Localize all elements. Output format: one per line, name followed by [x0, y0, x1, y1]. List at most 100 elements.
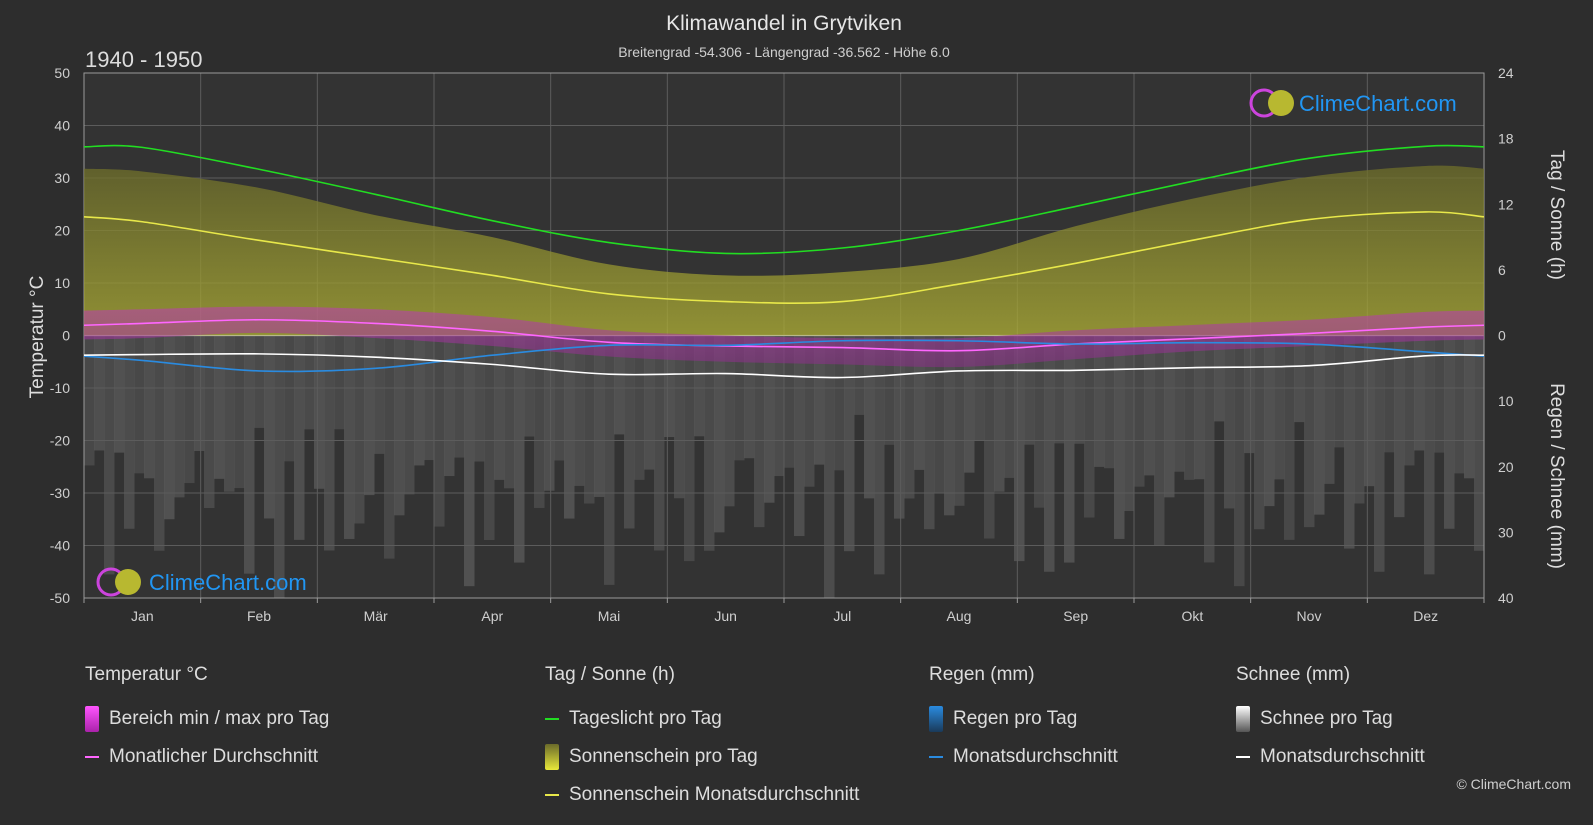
precip-daily-bar	[894, 335, 905, 519]
logo-sun-icon	[115, 569, 141, 595]
brand-logo-bottom[interactable]: ClimeChart.com	[96, 567, 307, 597]
precip-daily-bar	[614, 335, 625, 435]
precip-daily-bar	[584, 335, 595, 504]
precip-daily-bar	[474, 335, 485, 462]
precip-daily-bar	[724, 335, 735, 507]
precip-daily-bar	[274, 335, 285, 598]
precip-daily-bar	[1314, 335, 1325, 515]
right-top-tick-label: 6	[1498, 262, 1506, 278]
precip-daily-bar	[754, 335, 765, 528]
precip-daily-bar	[704, 335, 715, 551]
snow-swatch	[1236, 706, 1250, 732]
precip-daily-bar	[664, 335, 675, 438]
precip-daily-bar	[1274, 335, 1285, 480]
temp-avg-line	[83, 318, 1485, 352]
legend-rain: Regen (mm) Regen pro Tag Monatsdurchschn…	[929, 664, 1118, 776]
precip-daily-bar	[574, 335, 585, 486]
left-tick-label: 10	[54, 275, 70, 291]
right-bottom-axis-label: Regen / Schnee (mm)	[1546, 383, 1567, 569]
precip-daily-bar	[1354, 335, 1365, 504]
left-tick-label: -30	[50, 485, 70, 501]
brand-logo-top[interactable]: ClimeChart.com	[1249, 88, 1457, 118]
precip-daily-bar	[1184, 335, 1195, 480]
precip-daily-bar	[794, 335, 805, 537]
precip-daily-bar	[244, 335, 255, 574]
precip-daily-bar	[1444, 335, 1455, 529]
precip-daily-bar	[604, 335, 615, 585]
month-tick-label: Feb	[247, 608, 271, 624]
month-tick-label: Jul	[833, 608, 851, 624]
legend-item: Schnee pro Tag	[1236, 700, 1425, 738]
sunshine-avg-swatch	[545, 794, 559, 796]
precip-daily-bar	[814, 335, 825, 465]
left-tick-label: -20	[50, 433, 70, 449]
precip-daily-bar	[654, 335, 665, 551]
precip-daily-bar	[1414, 335, 1425, 451]
precip-daily-bar	[1134, 335, 1145, 487]
precip-daily-bar	[844, 335, 855, 552]
precip-daily-bar	[594, 335, 605, 497]
precip-daily-bar	[1374, 335, 1385, 572]
brand-name-top: ClimeChart.com	[1299, 91, 1457, 116]
legend-rain-title: Regen (mm)	[929, 664, 1035, 685]
precip-daily-bar	[784, 335, 795, 468]
left-tick-label: -50	[50, 590, 70, 606]
precip-daily-bar	[264, 335, 275, 519]
legend-item-label: Monatlicher Durchschnitt	[109, 746, 319, 767]
left-tick-label: 40	[54, 118, 70, 134]
precip-daily-bar	[1434, 335, 1445, 453]
precip-daily-bar	[94, 335, 105, 451]
rain-swatch	[929, 706, 943, 732]
precip-daily-bar	[1054, 335, 1065, 444]
precip-daily-bar	[284, 335, 295, 462]
rain-avg-line	[83, 339, 1485, 373]
precip-daily-bar	[524, 335, 535, 437]
legend-item-label: Monatsdurchschnitt	[1260, 746, 1425, 767]
precip-daily-bar	[1344, 335, 1355, 549]
legend-item: Regen pro Tag	[929, 700, 1118, 738]
precip-daily-bar	[714, 335, 725, 533]
precip-daily-bar	[434, 335, 445, 527]
precip-daily-bar	[1114, 335, 1125, 539]
precip-daily-bar	[824, 335, 835, 598]
precip-daily-bar	[914, 335, 925, 470]
precip-daily-bar	[294, 335, 305, 540]
precip-daily-bar	[924, 335, 935, 530]
right-top-tick-label: 18	[1498, 131, 1514, 147]
right-bottom-tick-label: 30	[1498, 524, 1514, 540]
precip-daily-bar	[564, 335, 575, 519]
precip-daily-bar	[1334, 335, 1345, 448]
left-tick-label: 20	[54, 223, 70, 239]
precip-daily-bar	[644, 335, 655, 470]
snow-avg-swatch	[1236, 756, 1250, 758]
precip-daily-bar	[144, 335, 155, 479]
precip-daily-bar	[1474, 335, 1485, 551]
precip-daily-bar	[1254, 335, 1265, 530]
legend-item-label: Monatsdurchschnitt	[953, 746, 1118, 767]
precip-daily-bar	[554, 335, 565, 461]
precip-daily-bar	[774, 335, 785, 477]
precip-daily-bar	[1454, 335, 1465, 474]
sunshine-area	[84, 165, 1484, 336]
right-top-tick-label: 0	[1498, 328, 1506, 344]
precip-daily-bar	[224, 335, 235, 492]
precip-daily-bar	[1004, 335, 1015, 478]
right-bottom-tick-label: 10	[1498, 393, 1514, 409]
legend-item: Sonnenschein Monatsdurchschnitt	[545, 776, 859, 814]
precip-daily-bar	[904, 335, 915, 499]
legend-item-label: Regen pro Tag	[953, 708, 1078, 729]
precip-daily-bar	[534, 335, 545, 508]
precip-daily-bar	[1384, 335, 1395, 453]
legend-temperature: Temperatur °C Bereich min / max pro Tag …	[85, 664, 329, 776]
precip-daily-bar	[1284, 335, 1295, 540]
precip-daily-bar	[444, 335, 455, 477]
precip-daily-bar	[964, 335, 975, 473]
rain-avg-swatch	[929, 756, 943, 758]
legend-item-label: Sonnenschein Monatsdurchschnitt	[569, 784, 860, 805]
precip-daily-bar	[1324, 335, 1335, 484]
legend-item-label: Sonnenschein pro Tag	[569, 746, 758, 767]
precip-daily-bar	[1294, 335, 1305, 423]
left-tick-label: 30	[54, 170, 70, 186]
temp-range-area	[84, 306, 1484, 368]
month-tick-label: Mai	[598, 608, 621, 624]
